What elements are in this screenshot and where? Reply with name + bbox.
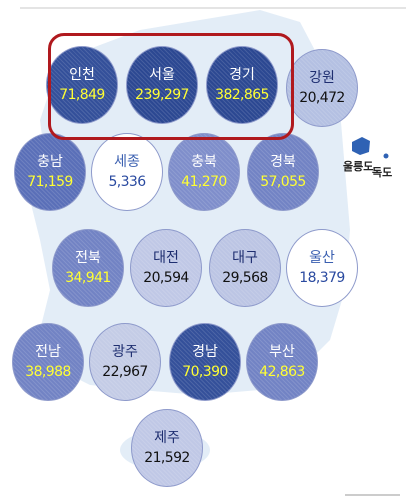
region-name: 광주 xyxy=(112,344,138,360)
region-name: 전북 xyxy=(75,250,101,266)
region-circle: 제주 21,592 xyxy=(131,409,203,487)
region-value: 5,336 xyxy=(108,174,146,190)
region-name: 충남 xyxy=(37,154,63,170)
region-value: 71,159 xyxy=(27,174,73,190)
region-circle: 경남 70,390 xyxy=(169,323,241,401)
region-value: 22,967 xyxy=(102,364,148,380)
island-label: 독도 xyxy=(372,166,393,179)
region-value: 20,594 xyxy=(143,270,189,286)
highlight-box xyxy=(48,33,294,140)
region-circle: 전남 38,988 xyxy=(12,323,84,401)
region-value: 38,988 xyxy=(25,364,71,380)
region-circle: 전북 34,941 xyxy=(52,229,124,307)
region-name: 경남 xyxy=(192,344,218,360)
region-circle: 경기 382,865 xyxy=(206,46,278,124)
region-name: 울산 xyxy=(309,250,335,266)
region-name: 경북 xyxy=(270,154,296,170)
region-name: 대전 xyxy=(153,250,179,266)
region-value: 29,568 xyxy=(222,270,268,286)
region-name: 강원 xyxy=(309,70,335,86)
region-value: 71,849 xyxy=(59,87,105,103)
region-value: 70,390 xyxy=(182,364,228,380)
dokdo-shape xyxy=(383,153,389,159)
ulleungdo-shape xyxy=(352,137,370,155)
region-value: 34,941 xyxy=(65,270,111,286)
region-circle: 대구 29,568 xyxy=(209,229,281,307)
region-name: 경기 xyxy=(229,67,255,83)
region-value: 41,270 xyxy=(181,174,227,190)
region-value: 239,297 xyxy=(135,87,189,103)
region-value: 21,592 xyxy=(144,450,190,466)
region-circle: 광주 22,967 xyxy=(89,323,161,401)
region-circle: 인천 71,849 xyxy=(46,46,118,124)
region-name: 충북 xyxy=(191,154,217,170)
region-value: 42,863 xyxy=(259,364,305,380)
region-circle: 부산 42,863 xyxy=(246,323,318,401)
region-circle: 울산 18,379 xyxy=(286,229,358,307)
island-label: 울릉도 xyxy=(343,160,374,173)
region-value: 382,865 xyxy=(215,87,269,103)
region-name: 세종 xyxy=(114,154,140,170)
region-value: 20,472 xyxy=(299,90,345,106)
region-circle: 경북 57,055 xyxy=(247,133,319,211)
region-name: 전남 xyxy=(35,344,61,360)
region-value: 57,055 xyxy=(260,174,306,190)
region-circle: 충북 41,270 xyxy=(168,133,240,211)
region-name: 부산 xyxy=(269,344,295,360)
region-circle: 세종 5,336 xyxy=(91,133,163,211)
region-name: 서울 xyxy=(149,67,175,83)
region-name: 인천 xyxy=(69,67,95,83)
region-value: 18,379 xyxy=(299,270,345,286)
region-circle: 충남 71,159 xyxy=(14,133,86,211)
region-name: 대구 xyxy=(232,250,258,266)
region-circle: 강원 20,472 xyxy=(286,49,358,127)
region-name: 제주 xyxy=(154,430,180,446)
region-circle: 대전 20,594 xyxy=(130,229,202,307)
region-circle: 서울 239,297 xyxy=(126,46,198,124)
